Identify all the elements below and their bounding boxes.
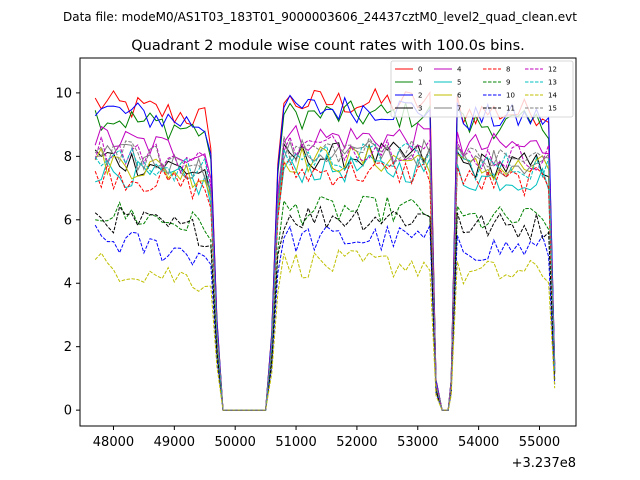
series-line-2 — [94, 94, 556, 411]
legend-label: 13 — [548, 79, 557, 87]
chart-title: Quadrant 2 module wise count rates with … — [131, 38, 525, 54]
legend-label: 8 — [506, 66, 510, 74]
legend-entry-5: 5 — [434, 79, 461, 87]
x-tick-label: 48000 — [93, 435, 134, 450]
legend-entry-1: 1 — [395, 79, 422, 87]
x-axis: 48000 49000 50000 51000 52000 53000 54000 55000 — [93, 426, 560, 450]
series-line-15 — [94, 136, 556, 411]
x-tick-label: 54000 — [458, 435, 499, 450]
series-line-12 — [94, 135, 556, 411]
series-line-3 — [94, 141, 556, 411]
x-tick-label: 51000 — [275, 435, 316, 450]
legend-entry-9: 9 — [483, 79, 510, 87]
series-line-6 — [94, 144, 556, 411]
x-axis-offset-label: +3.237e8 — [512, 456, 576, 471]
series-layer — [94, 87, 556, 411]
series-line-5 — [95, 153, 556, 411]
x-tick-label: 52000 — [336, 435, 377, 450]
chart-suptitle: Data file: modeM0/AS1T03_183T01_90000036… — [63, 10, 577, 24]
legend-entry-10: 10 — [483, 92, 515, 100]
legend-entry-0: 0 — [395, 66, 422, 74]
x-tick-label: 50000 — [215, 435, 256, 450]
legend-label: 12 — [548, 66, 557, 74]
legend-label: 15 — [548, 105, 557, 113]
y-tick-label: 8 — [64, 150, 72, 165]
legend-label: 1 — [418, 79, 422, 87]
legend-entry-14: 14 — [525, 92, 557, 100]
x-tick-label: 55000 — [519, 435, 560, 450]
legend-entry-4: 4 — [434, 66, 462, 74]
legend-entry-13: 13 — [525, 79, 557, 87]
legend-entry-11: 11 — [483, 105, 515, 113]
y-tick-label: 6 — [64, 213, 72, 228]
legend-entry-12: 12 — [525, 66, 557, 74]
legend-label: 11 — [506, 105, 515, 113]
x-tick-label: 53000 — [397, 435, 438, 450]
y-axis: 0 2 4 6 8 10 — [55, 86, 80, 419]
series-line-7 — [95, 138, 556, 411]
legend-label: 14 — [548, 92, 557, 100]
legend-box — [390, 60, 574, 118]
series-line-14 — [94, 249, 556, 411]
y-tick-label: 10 — [55, 86, 72, 101]
series-line-11 — [94, 205, 556, 411]
legend-entry-3: 3 — [395, 105, 422, 113]
series-line-10 — [94, 224, 556, 411]
y-tick-label: 2 — [64, 340, 72, 355]
y-tick-label: 0 — [64, 404, 72, 419]
y-tick-label: 4 — [64, 277, 72, 292]
legend-label: 3 — [418, 105, 422, 113]
legend-label: 5 — [457, 79, 461, 87]
series-line-0 — [94, 87, 556, 411]
legend-label: 9 — [506, 79, 510, 87]
series-line-9 — [95, 195, 556, 411]
plot-area-frame — [79, 57, 577, 427]
legend-entry-8: 8 — [483, 66, 510, 74]
legend-label: 7 — [457, 105, 461, 113]
legend-label: 2 — [418, 92, 422, 100]
legend-label: 0 — [418, 66, 422, 74]
series-line-4 — [94, 122, 556, 411]
legend-label: 4 — [457, 66, 462, 74]
series-line-8 — [94, 159, 556, 411]
legend-entry-6: 6 — [434, 92, 462, 100]
legend-entry-15: 15 — [525, 105, 557, 113]
legend-entry-7: 7 — [434, 105, 461, 113]
series-line-13 — [94, 142, 556, 411]
legend-label: 6 — [457, 92, 462, 100]
series-line-1 — [94, 100, 556, 411]
legend-entry-2: 2 — [395, 92, 422, 100]
legend-label: 10 — [506, 92, 515, 100]
x-tick-label: 49000 — [154, 435, 195, 450]
